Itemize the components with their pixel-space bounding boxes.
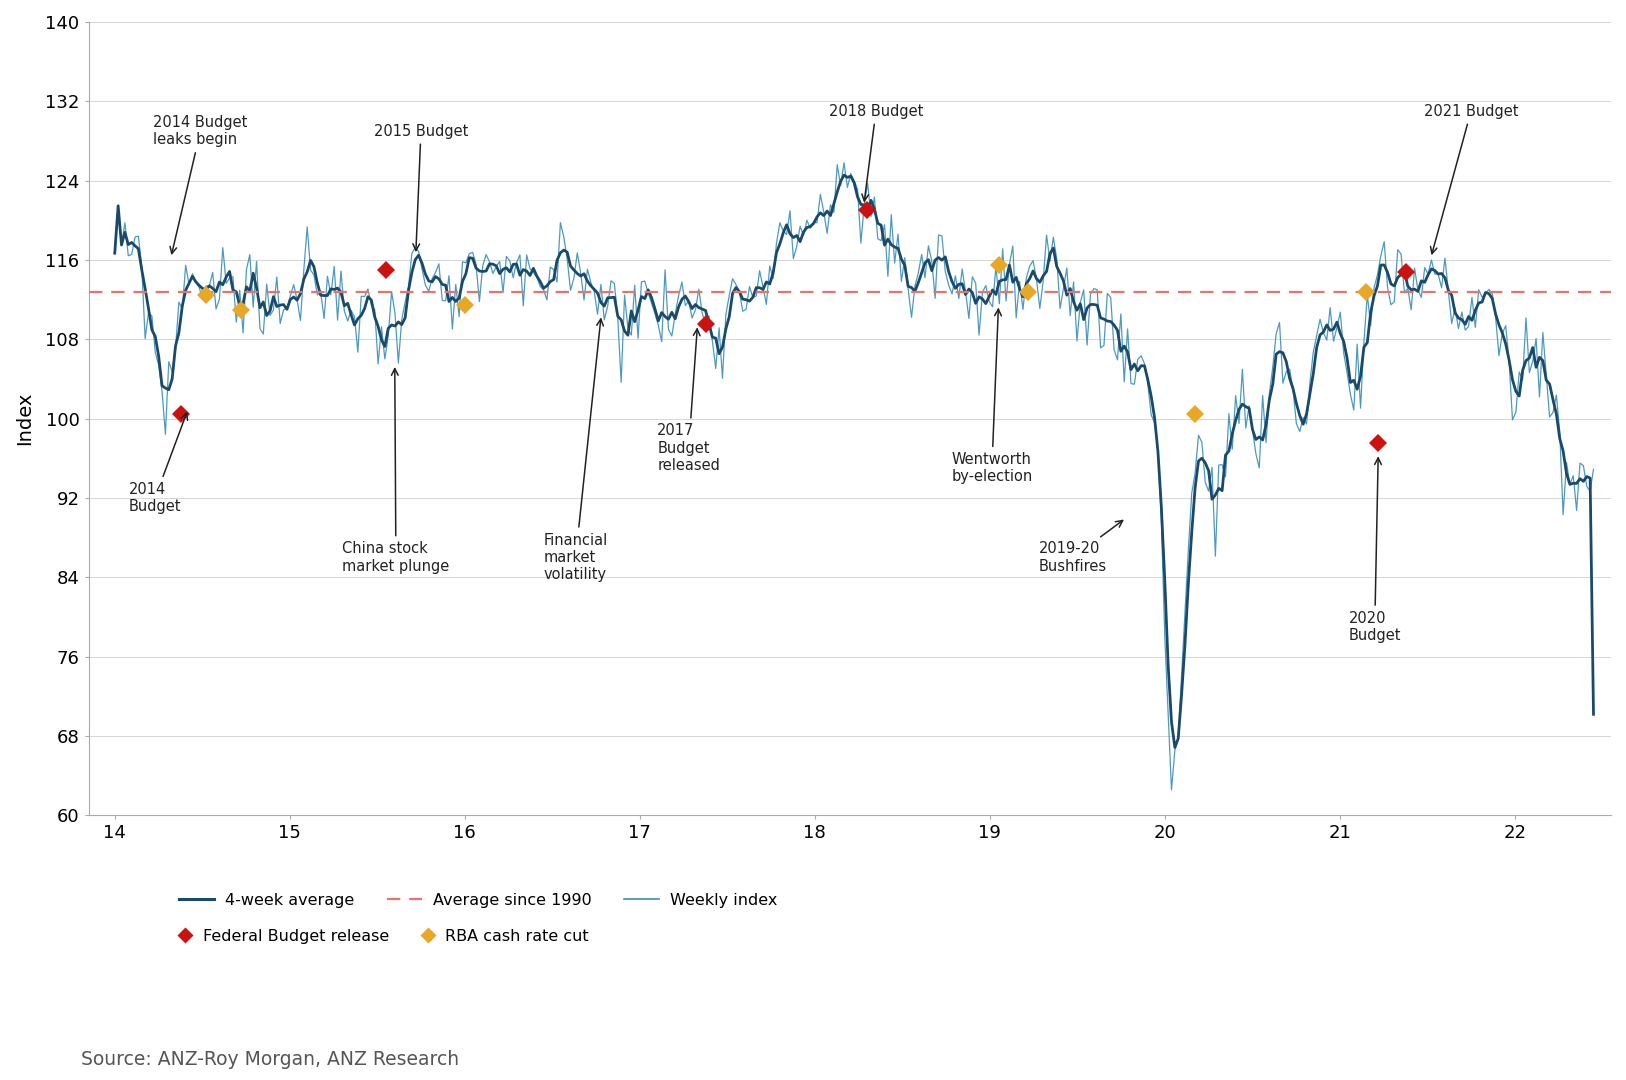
Text: 2018 Budget: 2018 Budget — [829, 104, 924, 201]
Text: 2019-20
Bushfires: 2019-20 Bushfires — [1039, 521, 1122, 573]
Text: 2020
Budget: 2020 Budget — [1348, 458, 1402, 643]
Text: 2014 Budget
leaks begin: 2014 Budget leaks begin — [153, 114, 247, 254]
Text: China stock
market plunge: China stock market plunge — [341, 368, 449, 573]
Text: 2017
Budget
released: 2017 Budget released — [657, 329, 720, 473]
Text: 2021 Budget: 2021 Budget — [1424, 104, 1519, 254]
Y-axis label: Index: Index — [15, 392, 34, 445]
Text: Wentworth
by-election: Wentworth by-election — [951, 309, 1033, 485]
Text: Financial
market
volatility: Financial market volatility — [543, 319, 608, 582]
Text: 2014
Budget: 2014 Budget — [128, 413, 187, 514]
Text: Source: ANZ-Roy Morgan, ANZ Research: Source: ANZ-Roy Morgan, ANZ Research — [81, 1050, 460, 1069]
Text: 2015 Budget: 2015 Budget — [374, 123, 468, 251]
Legend: Federal Budget release, RBA cash rate cut: Federal Budget release, RBA cash rate cu… — [172, 922, 595, 950]
